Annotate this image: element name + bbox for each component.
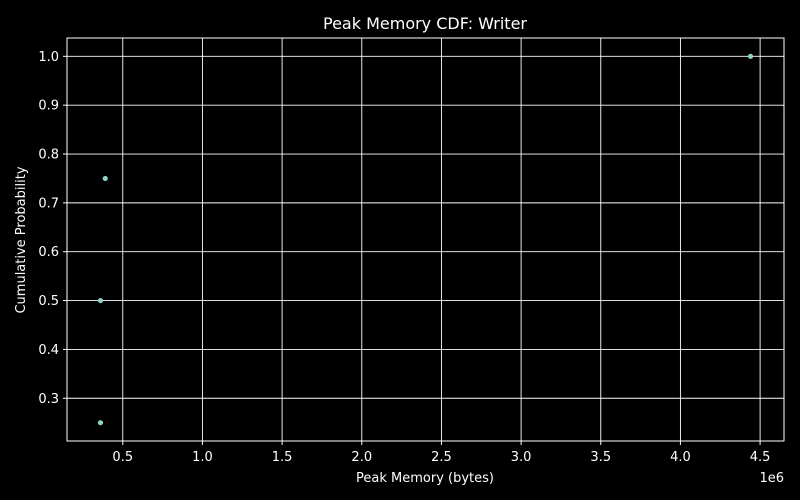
x-tick-label: 4.0	[670, 450, 691, 465]
x-tick-label: 3.0	[511, 450, 532, 465]
y-axis-ticks: 0.3 0.4 0.5 0.6 0.7 0.8 0.9 1.0	[38, 50, 67, 407]
grid-lines	[67, 38, 784, 441]
y-axis-label: Cumulative Probability	[14, 166, 29, 313]
y-tick-label: 0.3	[38, 392, 59, 407]
x-tick-label: 3.5	[590, 450, 611, 465]
x-axis-ticks: 0.5 1.0 1.5 2.0 2.5 3.0 3.5 4.0 4.5	[112, 441, 770, 465]
x-tick-label: 1.0	[192, 450, 213, 465]
x-tick-label: 4.5	[750, 450, 771, 465]
y-tick-label: 0.4	[38, 343, 59, 358]
x-axis-label: Peak Memory (bytes)	[356, 471, 494, 486]
y-tick-label: 0.7	[38, 196, 59, 211]
x-axis-offset-label: 1e6	[759, 471, 784, 486]
data-points	[97, 53, 754, 426]
data-point	[747, 53, 754, 59]
chart-title: Peak Memory CDF: Writer	[323, 14, 527, 33]
data-point	[97, 420, 104, 426]
data-point	[102, 175, 108, 182]
x-tick-label: 1.5	[272, 450, 293, 465]
y-tick-label: 0.5	[38, 294, 59, 309]
x-tick-label: 0.5	[112, 450, 133, 465]
plot-frame	[66, 37, 785, 442]
data-point	[97, 297, 104, 304]
y-tick-label: 0.9	[38, 99, 59, 114]
x-tick-label: 2.0	[351, 450, 372, 465]
y-tick-label: 1.0	[38, 50, 59, 65]
y-tick-label: 0.8	[38, 148, 59, 163]
x-tick-label: 2.5	[431, 450, 452, 465]
y-tick-label: 0.6	[38, 245, 59, 260]
